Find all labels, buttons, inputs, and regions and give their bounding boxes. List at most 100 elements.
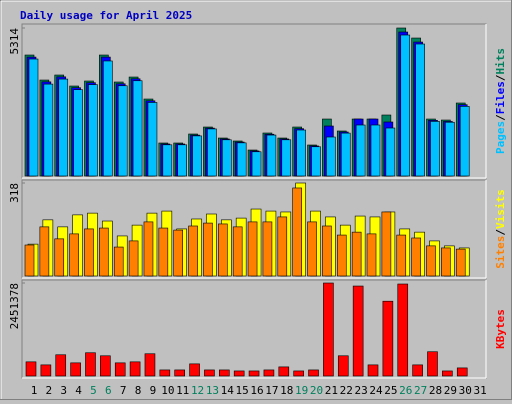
bar [351,231,362,277]
bar [415,43,425,177]
bar [397,283,409,377]
bar [132,80,143,177]
x-tick-label: 17 [265,384,278,397]
chart-title: Daily usage for April 2025 [20,9,192,22]
bar [281,139,292,177]
x-tick-label: 1 [31,384,38,397]
x-tick-label: 13 [206,384,219,397]
bar [28,58,39,177]
bar [459,106,470,177]
bar [293,370,304,377]
legend: Pages/Files/Hits [494,48,507,154]
bar [323,282,334,377]
bar [232,226,243,277]
bar [262,221,273,277]
legend-separator: / [494,114,507,121]
x-tick-label: 30 [459,384,472,397]
bar [427,351,438,377]
bar [88,84,98,177]
x-tick-label: 26 [399,384,412,397]
legend-entry: Pages [494,121,507,154]
legend: Sites/Visits [494,189,507,269]
bar [292,187,302,277]
bar [39,226,50,277]
bar [158,227,169,277]
x-tick-label: 19 [295,384,308,397]
bar [340,132,351,177]
bar [382,300,394,377]
x-tick-label: 22 [340,384,353,397]
y-tick-label: 2451378 [8,283,21,329]
bar [54,238,65,277]
bar [426,245,436,277]
x-tick-label: 27 [414,384,427,397]
x-tick-label: 10 [161,384,174,397]
bar [69,233,79,277]
x-tick-label: 28 [429,384,442,397]
bar [311,146,321,177]
bar [219,369,230,377]
bar [25,361,37,377]
bar [337,355,349,377]
bar [147,102,158,177]
bar [99,227,109,277]
bar [277,216,288,277]
bar [385,127,396,177]
bar [278,366,290,377]
bar [367,364,379,377]
y-tick-label: 5314 [8,28,21,55]
bar [144,353,156,377]
x-tick-label: 24 [369,384,383,397]
legend: KBytes [494,309,507,349]
bar [430,121,440,177]
bar [55,354,67,377]
bar [396,234,407,277]
x-tick-label: 21 [325,384,338,397]
bar [129,361,141,377]
bar [100,355,111,377]
bar [352,285,364,377]
bar [370,124,381,177]
x-tick-label: 14 [221,384,235,397]
x-tick-label: 8 [135,384,142,397]
bar [400,34,411,177]
bar [326,136,336,177]
x-tick-label: 23 [355,384,368,397]
x-tick-label: 7 [120,384,127,397]
x-tick-label: 4 [75,384,82,397]
legend-entry: Hits [494,48,507,75]
bar [411,237,421,277]
x-tick-label: 20 [310,384,323,397]
legend-separator: / [494,74,507,81]
x-tick-label: 3 [60,384,67,397]
bar [307,221,317,277]
bar [73,89,83,177]
bar [159,369,171,377]
bar [308,369,319,377]
bar [263,369,275,377]
bar [355,124,366,177]
legend-entry: Visits [494,189,507,229]
x-tick-label: 11 [176,384,189,397]
bar [174,369,185,377]
bar [322,225,332,277]
bar [113,246,124,277]
bar [296,129,306,177]
x-tick-label: 6 [105,384,112,397]
bar [203,222,213,277]
bar [143,221,154,277]
bar [114,362,126,377]
bar [442,370,453,377]
x-tick-label: 5 [90,384,97,397]
bar [218,223,228,277]
bar [412,364,423,377]
bar [336,234,347,277]
bar [103,60,113,177]
legend-entry: Sites [494,236,507,269]
legend-entry: KBytes [494,309,507,349]
x-tick-label: 9 [150,384,157,397]
x-tick-label: 15 [236,384,249,397]
bar [162,144,173,177]
bar [188,225,198,277]
